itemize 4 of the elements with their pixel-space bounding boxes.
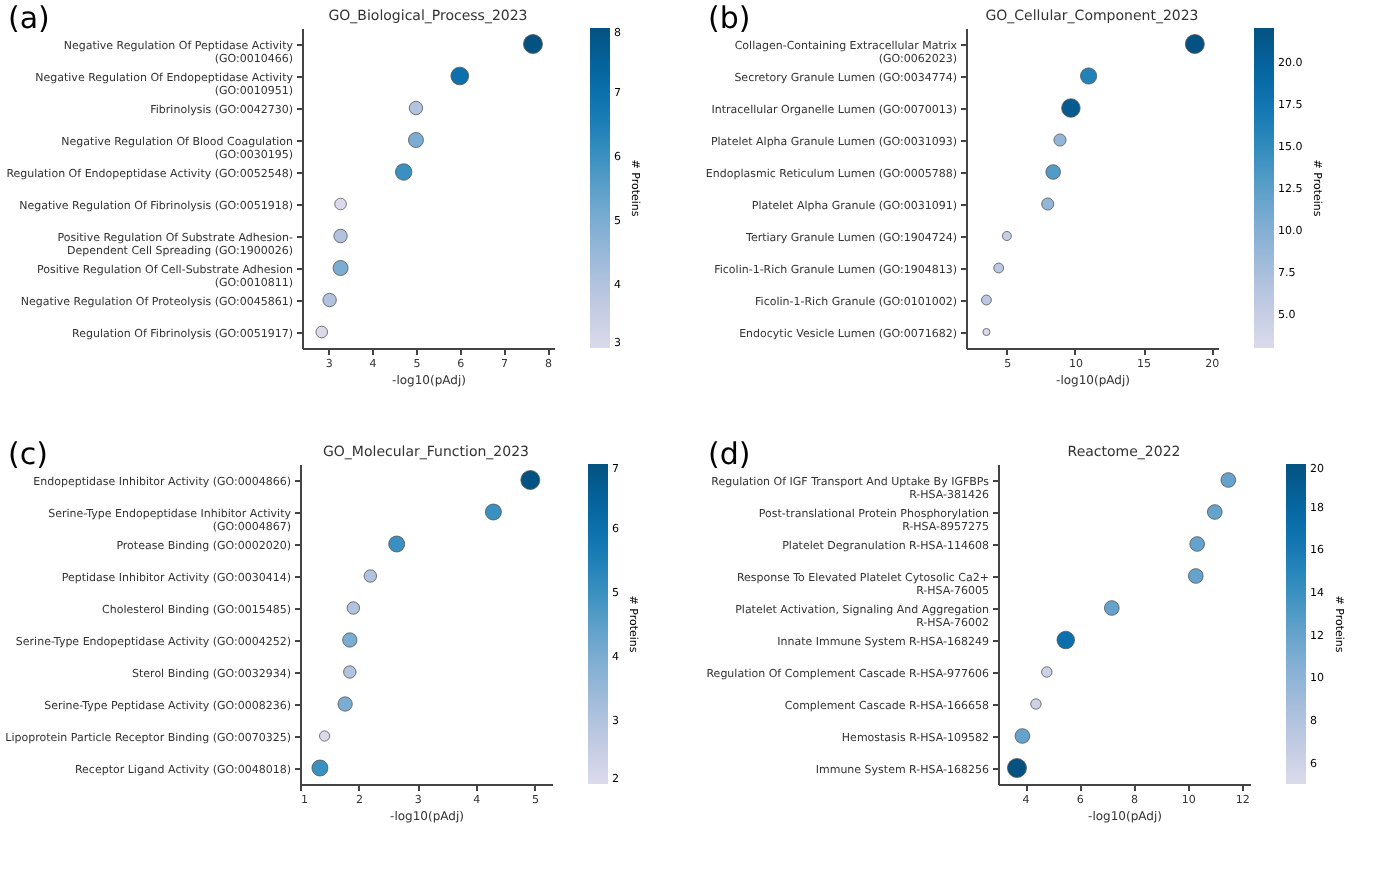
text: (d)	[708, 436, 751, 472]
text: (a)	[8, 0, 50, 36]
text: (b)	[708, 0, 751, 36]
text: (c)	[8, 436, 48, 472]
